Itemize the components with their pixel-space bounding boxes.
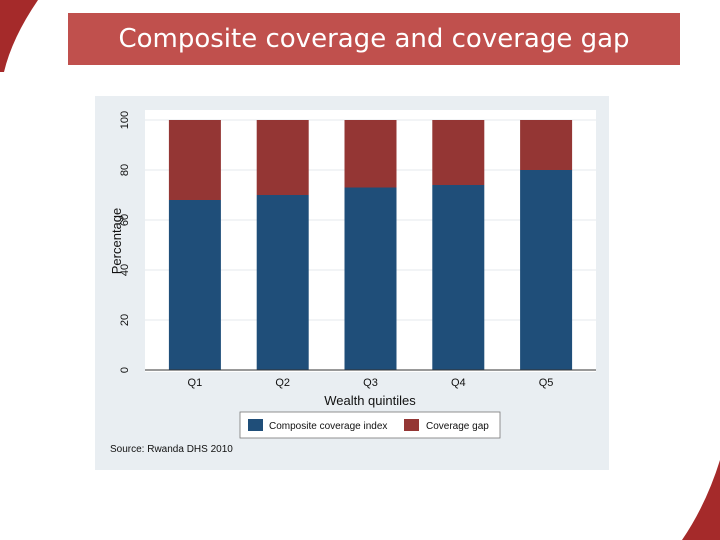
x-axis-title: Wealth quintiles — [324, 393, 416, 408]
bar-q1-composite — [168, 200, 221, 370]
bar-q4-gap — [432, 120, 485, 185]
top-left-swoosh — [0, 0, 38, 72]
legend-box — [239, 411, 501, 439]
bar-q5-composite — [520, 170, 573, 370]
bar-q3-composite — [344, 187, 397, 370]
bars — [168, 120, 573, 370]
legend-label-gap: Coverage gap — [426, 421, 489, 432]
source-note: Source: Rwanda DHS 2010 — [110, 444, 233, 455]
slide-title: Composite coverage and coverage gap — [68, 13, 680, 65]
bar-q2-gap — [256, 120, 309, 195]
bar-q3-gap — [344, 120, 397, 188]
x-tick-label: Q5 — [539, 377, 554, 389]
legend-label-composite: Composite coverage index — [269, 421, 387, 432]
bar-q5-gap — [520, 120, 573, 170]
y-axis-ticks: 0 20 40 60 80 100 — [119, 111, 131, 373]
chart-panel: 0 20 40 60 80 100 Q1 Q2 Q3 Q4 Q5 Percentage Wealt… — [95, 96, 609, 470]
x-tick-label: Q1 — [188, 377, 203, 389]
x-axis-ticks: Q1 Q2 Q3 Q4 Q5 — [188, 377, 554, 389]
x-tick-label: Q3 — [363, 377, 378, 389]
stacked-bar-chart: 0 20 40 60 80 100 Q1 Q2 Q3 Q4 Q5 Percentage Wealt… — [109, 110, 596, 455]
y-tick-label: 40 — [119, 264, 131, 276]
x-tick-label: Q2 — [275, 377, 290, 389]
y-tick-label: 100 — [119, 111, 131, 129]
bar-q1-gap — [168, 120, 221, 200]
bar-q4-composite — [432, 185, 485, 370]
legend-swatch-composite — [248, 419, 263, 431]
y-tick-label: 60 — [119, 214, 131, 226]
legend-swatch-gap — [404, 419, 419, 431]
y-tick-label: 20 — [119, 314, 131, 326]
bar-q2-composite — [256, 195, 309, 370]
y-tick-label: 80 — [119, 164, 131, 176]
x-tick-label: Q4 — [451, 377, 466, 389]
bottom-right-swoosh — [682, 460, 720, 540]
y-axis-title: Percentage — [109, 208, 124, 275]
y-tick-label: 0 — [119, 367, 131, 373]
